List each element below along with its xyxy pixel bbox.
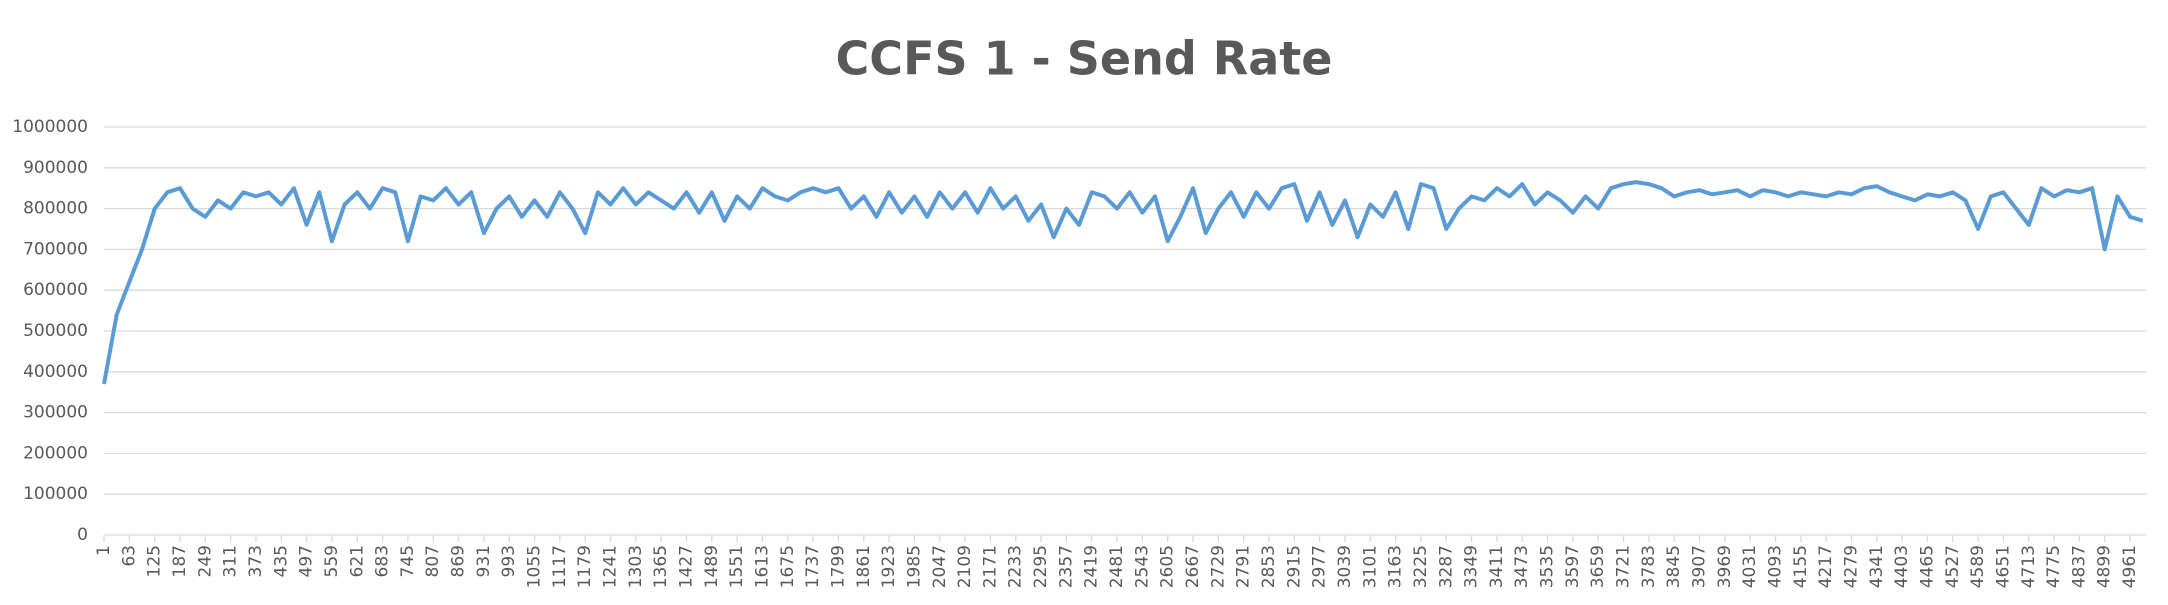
x-tick-label: 2109 xyxy=(955,545,975,588)
y-tick-label: 0 xyxy=(77,525,88,545)
x-tick-label: 683 xyxy=(373,545,393,577)
x-tick-label: 745 xyxy=(398,545,418,577)
x-tick-label: 2915 xyxy=(1284,545,1304,588)
x-tick-label: 2853 xyxy=(1259,545,1279,588)
x-tick-label: 4775 xyxy=(2044,545,2064,588)
x-tick-label: 4713 xyxy=(2019,545,2039,588)
y-tick-label: 1000000 xyxy=(12,117,88,137)
x-tick-label: 2481 xyxy=(1107,545,1127,588)
x-tick-label: 1055 xyxy=(525,545,545,588)
x-tick-label: 2729 xyxy=(1208,545,1228,588)
x-tick-label: 4093 xyxy=(1766,545,1786,588)
x-tick-label: 2977 xyxy=(1310,545,1330,588)
x-tick-label: 2667 xyxy=(1183,545,1203,588)
x-tick-label: 2605 xyxy=(1158,545,1178,588)
x-tick-label: 3473 xyxy=(1512,545,1532,588)
x-tick-label: 1737 xyxy=(803,545,823,588)
x-tick-label: 1 xyxy=(94,545,114,556)
x-tick-label: 1489 xyxy=(702,545,722,588)
x-tick-label: 1179 xyxy=(575,545,595,588)
x-tick-label: 3969 xyxy=(1715,545,1735,588)
data-line xyxy=(102,180,2144,385)
x-tick-label: 2171 xyxy=(980,545,1000,588)
y-tick-label: 500000 xyxy=(23,321,88,341)
x-tick-label: 2419 xyxy=(1082,545,1102,588)
y-tick-label: 800000 xyxy=(23,199,88,219)
x-tick-label: 187 xyxy=(170,545,190,577)
x-tick-label: 125 xyxy=(145,545,165,577)
x-tick-label: 4651 xyxy=(1993,545,2013,588)
y-tick-label: 600000 xyxy=(23,280,88,300)
x-tick-label: 1303 xyxy=(626,545,646,588)
x-tick-label: 1551 xyxy=(727,545,747,588)
x-tick-label: 3163 xyxy=(1386,545,1406,588)
x-tick-label: 1365 xyxy=(651,545,671,588)
y-tick-label: 100000 xyxy=(23,484,88,504)
x-tick-label: 4217 xyxy=(1816,545,1836,588)
x-tick-label: 2543 xyxy=(1132,545,1152,588)
y-tick-label: 700000 xyxy=(23,239,88,259)
x-tick-label: 4899 xyxy=(2095,545,2115,588)
x-tick-label: 807 xyxy=(423,545,443,577)
x-tick-label: 931 xyxy=(474,545,494,577)
x-tick-label: 249 xyxy=(195,545,215,577)
x-tick-label: 63 xyxy=(119,545,139,567)
x-tick-label: 3597 xyxy=(1563,545,1583,588)
x-tick-label: 3411 xyxy=(1487,545,1507,588)
x-tick-label: 497 xyxy=(297,545,317,577)
x-tick-label: 1985 xyxy=(904,545,924,588)
x-tick-label: 559 xyxy=(322,545,342,577)
x-tick-label: 2047 xyxy=(930,545,950,588)
x-tick-label: 3845 xyxy=(1664,545,1684,588)
x-tick-label: 1923 xyxy=(879,545,899,588)
x-tick-label: 4837 xyxy=(2069,545,2089,588)
x-tick-label: 1427 xyxy=(676,545,696,588)
x-tick-label: 4961 xyxy=(2120,545,2140,588)
x-tick-label: 869 xyxy=(449,545,469,577)
y-tick-label: 200000 xyxy=(23,443,88,463)
x-tick-label: 2233 xyxy=(1006,545,1026,588)
x-tick-label: 4527 xyxy=(1943,545,1963,588)
x-tick-label: 1241 xyxy=(601,545,621,588)
x-tick-label: 4155 xyxy=(1791,545,1811,588)
y-tick-label: 900000 xyxy=(23,158,88,178)
x-tick-label: 1117 xyxy=(550,545,570,588)
x-tick-label: 1613 xyxy=(752,545,772,588)
x-tick-label: 4589 xyxy=(1968,545,1988,588)
x-tick-label: 311 xyxy=(221,545,241,577)
x-tick-label: 2357 xyxy=(1056,545,1076,588)
x-tick-label: 3349 xyxy=(1462,545,1482,588)
x-tick-label: 373 xyxy=(246,545,266,577)
chart-title: CCFS 1 - Send Rate xyxy=(836,32,1333,86)
x-tick-label: 4465 xyxy=(1917,545,1937,588)
x-tick-label: 3039 xyxy=(1335,545,1355,588)
x-tick-label: 1861 xyxy=(854,545,874,588)
x-tick-label: 4279 xyxy=(1841,545,1861,588)
x-tick-label: 621 xyxy=(347,545,367,577)
x-tick-label: 3907 xyxy=(1690,545,1710,588)
x-tick-label: 4031 xyxy=(1740,545,1760,588)
y-tick-label: 300000 xyxy=(23,403,88,423)
y-tick-label: 400000 xyxy=(23,362,88,382)
x-tick-label: 2791 xyxy=(1234,545,1254,588)
x-tick-label: 993 xyxy=(499,545,519,577)
x-tick-label: 435 xyxy=(271,545,291,577)
x-tick-label: 3101 xyxy=(1360,545,1380,588)
x-tick-label: 1799 xyxy=(828,545,848,588)
x-tick-label: 3535 xyxy=(1538,545,1558,588)
x-tick-label: 3225 xyxy=(1411,545,1431,588)
x-tick-label: 3659 xyxy=(1588,545,1608,588)
x-tick-label: 3287 xyxy=(1436,545,1456,588)
x-tick-label: 2295 xyxy=(1031,545,1051,588)
x-tick-label: 4403 xyxy=(1892,545,1912,588)
x-tick-label: 4341 xyxy=(1867,545,1887,588)
x-tick-label: 3783 xyxy=(1639,545,1659,588)
x-tick-label: 1675 xyxy=(778,545,798,588)
x-tick-label: 3721 xyxy=(1614,545,1634,588)
